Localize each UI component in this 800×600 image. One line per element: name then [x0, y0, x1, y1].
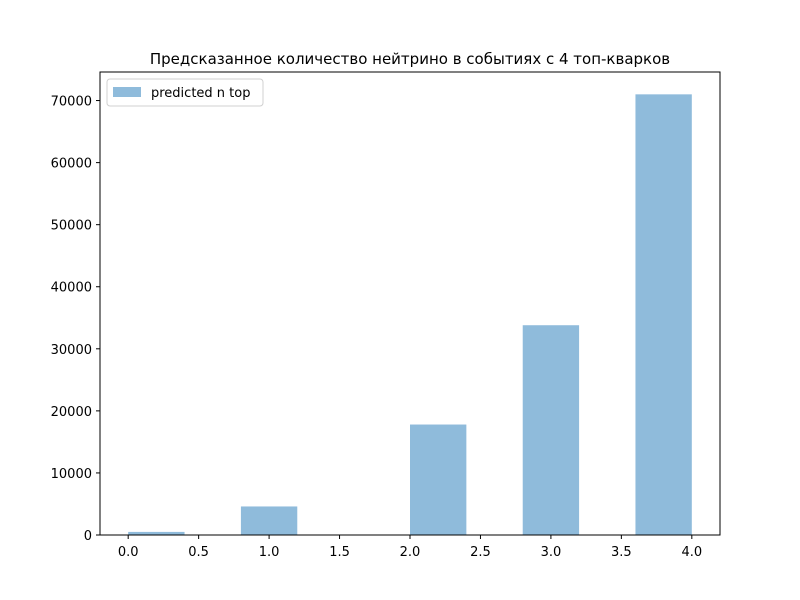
x-tick-label: 4.0 [681, 545, 702, 560]
x-tick-label: 3.0 [541, 545, 562, 560]
bar-4 [522, 325, 580, 535]
axes-group: 0.0 0.5 1.0 1.5 2.0 2.5 3.0 3.5 4.0 0 10000 20000 30… [51, 71, 721, 560]
legend-swatch [113, 87, 141, 97]
x-tick-label: 0.0 [118, 545, 139, 560]
bars-group [128, 94, 692, 535]
y-tick-label: 40000 [51, 281, 92, 296]
y-tick-label: 50000 [51, 219, 92, 234]
bar-1 [240, 506, 298, 535]
y-tick-label: 30000 [51, 343, 92, 358]
y-tick-label: 70000 [51, 95, 92, 110]
x-tick-label: 3.5 [611, 545, 632, 560]
bar-0 [128, 531, 185, 535]
y-tick-label: 60000 [51, 157, 92, 172]
x-tick-label: 2.0 [400, 545, 421, 560]
y-tick-label: 10000 [51, 467, 92, 482]
legend-box [106, 78, 264, 107]
legend-label: predicted n top [151, 86, 250, 101]
bar-5 [635, 94, 692, 535]
x-tick-label: 2.5 [470, 545, 491, 560]
chart-title: Предсказанное количество нейтрино в собы… [150, 50, 670, 68]
y-tick-label: 0 [84, 529, 92, 544]
legend: predicted n top [106, 78, 264, 107]
x-tick-label: 1.0 [259, 545, 280, 560]
x-tick-label: 1.5 [329, 545, 350, 560]
y-tick-label: 20000 [51, 405, 92, 420]
bar-3 [410, 424, 467, 535]
x-tick-label: 0.5 [188, 545, 209, 560]
